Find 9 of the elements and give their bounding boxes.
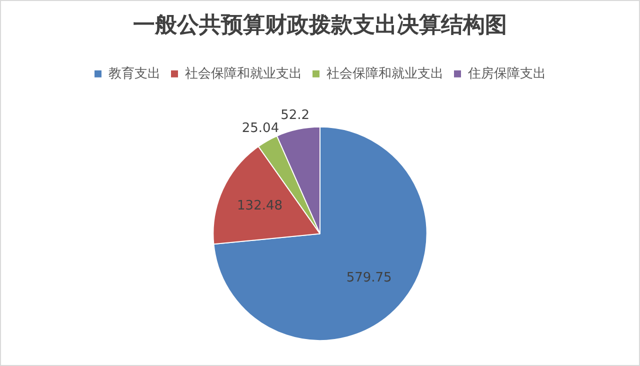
data-label: 132.48 <box>237 198 283 214</box>
legend-label: 社会保障和就业支出 <box>185 66 302 82</box>
data-label: 25.04 <box>242 120 280 136</box>
legend-label: 社会保障和就业支出 <box>326 66 444 82</box>
data-label: 52.2 <box>280 108 310 123</box>
data-label: 579.75 <box>346 270 392 286</box>
chart-title: 一般公共预算财政拨款支出决算结构图 <box>133 12 507 38</box>
legend-label: 住房保障支出 <box>467 65 546 82</box>
legend-label: 教育支出 <box>108 65 160 82</box>
